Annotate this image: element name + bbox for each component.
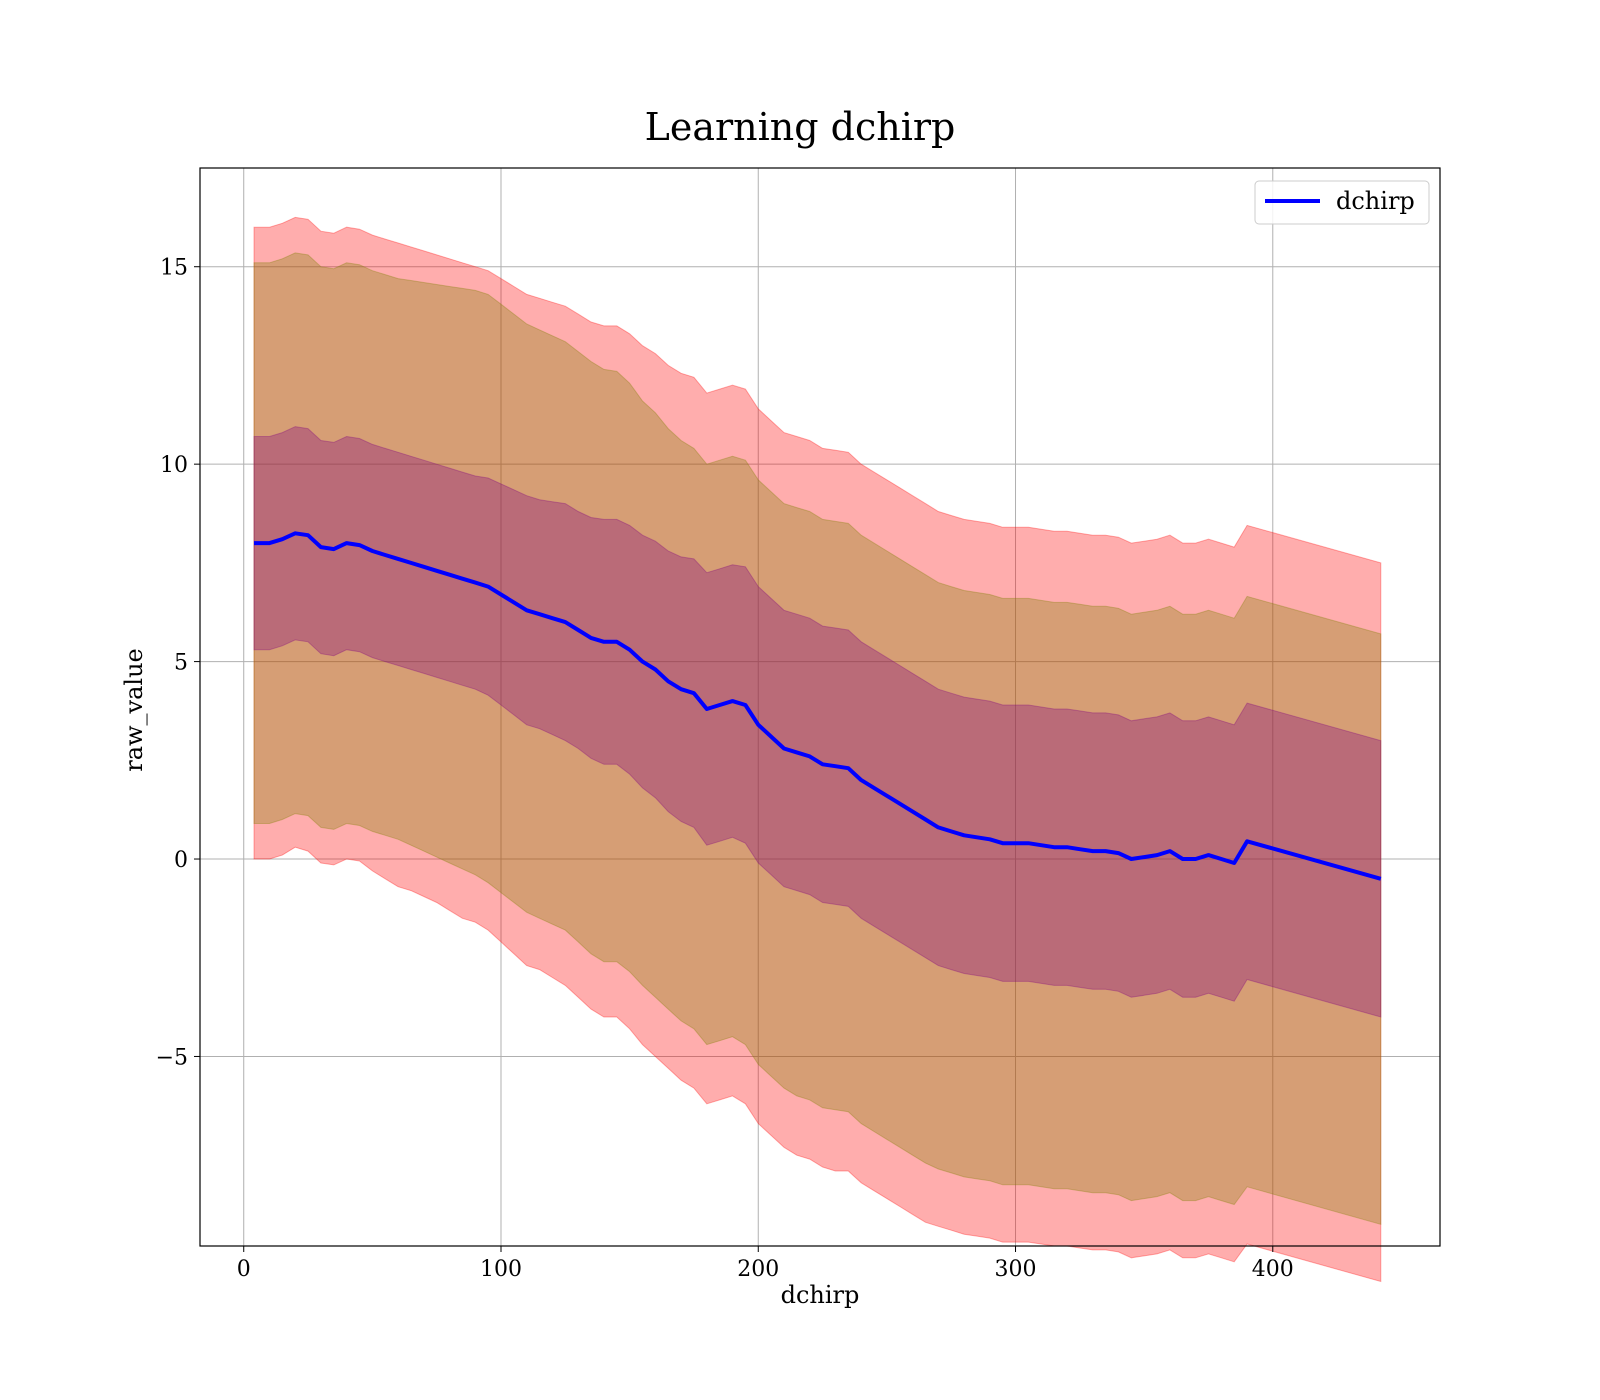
x-tick-label: 0 [237,1257,251,1282]
chart-title: Learning dchirp [645,105,956,149]
band-area-1 [253,252,1382,1225]
legend-label-dchirp: dchirp [1336,187,1415,215]
y-tick-label: 15 [160,256,188,281]
legend-box [1254,180,1430,225]
y-tick-label: 0 [174,848,188,873]
y-tick-label: 5 [174,651,188,676]
legend: dchirp [1254,180,1430,225]
x-axis-ticks: 0 100 200 300 400 [237,1246,1294,1282]
band-area-2 [253,426,1382,1018]
x-tick-label: 200 [737,1257,779,1282]
y-axis-ticks: −5 0 5 10 15 [156,256,200,1070]
series-lines [254,531,1382,881]
grid-lines [200,168,1440,1246]
x-tick-label: 400 [1252,1257,1294,1282]
y-tick-label: 10 [160,453,188,478]
plot-frame [199,167,1441,1247]
x-axis-label: dchirp [781,1281,860,1309]
series-line-dchirp [254,531,1382,881]
x-tick-label: 100 [480,1257,522,1282]
x-tick-label: 300 [995,1257,1037,1282]
y-tick-label: −5 [156,1045,188,1070]
uncertainty-bands [253,216,1382,1283]
y-axis-label: raw_value [120,648,148,772]
band-area-0 [253,216,1382,1283]
